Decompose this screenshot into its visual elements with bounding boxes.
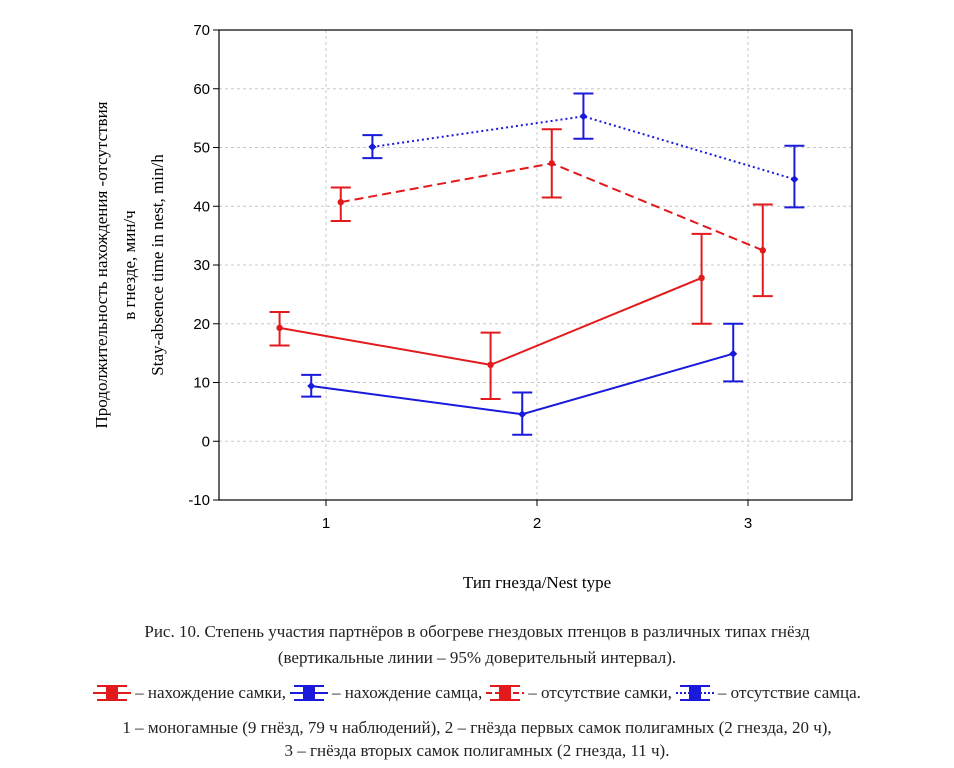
legend-label-female-absent: – отсутствие самки, (528, 683, 672, 702)
data-point (759, 247, 766, 254)
plot-frame (218, 29, 853, 501)
y-tick-label: 70 (193, 22, 210, 39)
data-point (579, 112, 588, 121)
data-point (698, 274, 705, 282)
y-axis-label-line: Продолжительность нахождения -отсутствия (92, 101, 111, 428)
legend-symbol-female-present (93, 685, 132, 701)
data-point (368, 142, 377, 151)
y-tick-label: 50 (193, 140, 210, 157)
legend-symbol-female-absent (486, 685, 525, 701)
data-point (729, 349, 738, 358)
data-point (337, 198, 344, 206)
legend-item-female-present: – нахождение самки, (93, 681, 286, 705)
y-tick-label: 40 (193, 198, 210, 215)
data-point (276, 324, 283, 332)
data-point (790, 175, 799, 184)
y-tick-label: 20 (193, 316, 210, 333)
legend-item-male-absent: – отсутствие самца. (675, 681, 861, 705)
legend-item-female-absent: – отсутствие самки, (486, 681, 672, 705)
legend-symbol-male-present (290, 685, 329, 701)
y-axis-label-line: в гнезде, мин/ч (120, 210, 139, 320)
series-line (372, 115, 795, 181)
figure-note-line1: 1 – моногамные (9 гнёзд, 79 ч наблюдений… (122, 718, 832, 737)
data-point (487, 361, 494, 369)
y-axis-label-line: Stay-absence time in nest, min/h (148, 154, 167, 376)
legend: – нахождение самки, – нахождение самца, … (0, 681, 954, 705)
figure-caption-line2: (вертикальные линии – 95% доверительный … (277, 648, 677, 667)
x-tick-label: 3 (744, 515, 752, 532)
x-tick-label: 1 (322, 515, 330, 532)
legend-symbol-male-absent (675, 685, 714, 701)
legend-item-male-present: – нахождение самца, (290, 681, 482, 705)
figure-caption-line1: Рис. 10. Степень участия партнёров в обо… (144, 622, 810, 641)
y-tick-label: 0 (202, 433, 210, 450)
data-point (518, 410, 527, 419)
y-tick-label: 10 (193, 375, 210, 392)
legend-label-male-absent: – отсутствие самца. (717, 683, 861, 702)
legend-label-female-present: – нахождение самки, (135, 683, 287, 702)
y-tick-label: -10 (188, 492, 210, 509)
chart: -10 0 10 20 30 40 50 60 70 1 2 3 Тип гнезда/Nest typ… (92, 22, 853, 592)
figure-note-line2: 3 – гнёзда вторых самок полигамных (2 гн… (284, 741, 670, 760)
data-point (307, 382, 316, 391)
data-point (548, 160, 555, 167)
x-tick-label: 2 (533, 515, 541, 532)
y-tick-label: 60 (193, 81, 210, 98)
y-tick-label: 30 (193, 257, 210, 274)
legend-label-male-present: – нахождение самца, (332, 683, 483, 702)
x-axis-label: Тип гнезда/Nest type (463, 573, 611, 592)
